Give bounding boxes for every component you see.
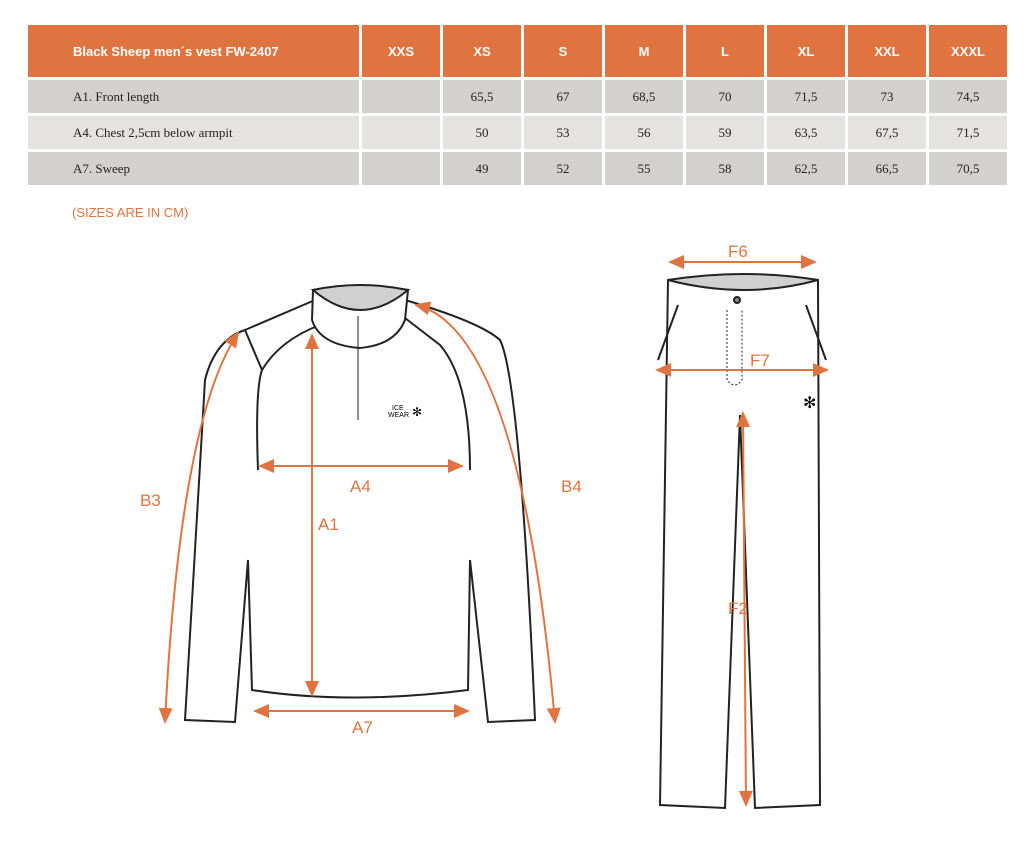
size-header: XXS — [362, 25, 440, 77]
size-value: 55 — [605, 152, 683, 185]
row-label: A4. Chest 2,5cm below armpit — [28, 116, 359, 149]
table-row: A7. Sweep 49 52 55 58 62,5 66,5 70,5 — [28, 152, 1007, 185]
label-a4: A4 — [350, 477, 371, 496]
label-f2: F2 — [728, 599, 748, 618]
size-value: 63,5 — [767, 116, 845, 149]
size-value: 74,5 — [929, 80, 1007, 113]
size-value: 70 — [686, 80, 764, 113]
size-value: 66,5 — [848, 152, 926, 185]
snowflake-icon: ✻ — [412, 405, 422, 419]
label-b4: B4 — [561, 477, 582, 496]
size-value: 70,5 — [929, 152, 1007, 185]
label-b3: B3 — [140, 491, 161, 510]
size-header: XXL — [848, 25, 926, 77]
svg-text:WEAR: WEAR — [388, 412, 409, 419]
size-header: L — [686, 25, 764, 77]
pants-drawing — [657, 273, 827, 810]
size-value: 53 — [524, 116, 602, 149]
units-note: (SIZES ARE IN CM) — [72, 205, 189, 220]
b3-arrow — [158, 331, 240, 724]
size-table: Black Sheep men´s vest FW-2407 XXS XS S … — [25, 22, 1010, 188]
size-value: 58 — [686, 152, 764, 185]
logo-text: ICE — [392, 405, 404, 412]
size-value: 52 — [524, 152, 602, 185]
table-row: A4. Chest 2,5cm below armpit 50 53 56 59 63,5… — [28, 116, 1007, 149]
size-value: 67 — [524, 80, 602, 113]
size-header: XS — [443, 25, 521, 77]
size-value: 71,5 — [929, 116, 1007, 149]
size-value — [362, 152, 440, 185]
size-value: 67,5 — [848, 116, 926, 149]
table-row: A1. Front length 65,5 67 68,5 70 71,5 73 74,5 — [28, 80, 1007, 113]
label-a1: A1 — [318, 515, 339, 534]
measure-arrows — [158, 255, 829, 807]
size-value: 50 — [443, 116, 521, 149]
size-value: 71,5 — [767, 80, 845, 113]
f2-arrow — [736, 411, 753, 807]
size-value: 68,5 — [605, 80, 683, 113]
table-title: Black Sheep men´s vest FW-2407 — [28, 25, 359, 77]
row-label: A7. Sweep — [28, 152, 359, 185]
label-a7: A7 — [352, 718, 373, 737]
size-value — [362, 80, 440, 113]
size-value: 56 — [605, 116, 683, 149]
size-header: XL — [767, 25, 845, 77]
size-value: 62,5 — [767, 152, 845, 185]
size-header: S — [524, 25, 602, 77]
size-value: 59 — [686, 116, 764, 149]
size-value: 65,5 — [443, 80, 521, 113]
label-f6: F6 — [728, 242, 748, 261]
b4-arrow — [414, 301, 561, 724]
snowflake-icon: ✻ — [803, 395, 816, 412]
size-header: XXXL — [929, 25, 1007, 77]
jacket-drawing — [183, 284, 537, 724]
label-f7: F7 — [750, 351, 770, 370]
row-label: A1. Front length — [28, 80, 359, 113]
size-value: 49 — [443, 152, 521, 185]
size-value: 73 — [848, 80, 926, 113]
size-header: M — [605, 25, 683, 77]
size-value — [362, 116, 440, 149]
